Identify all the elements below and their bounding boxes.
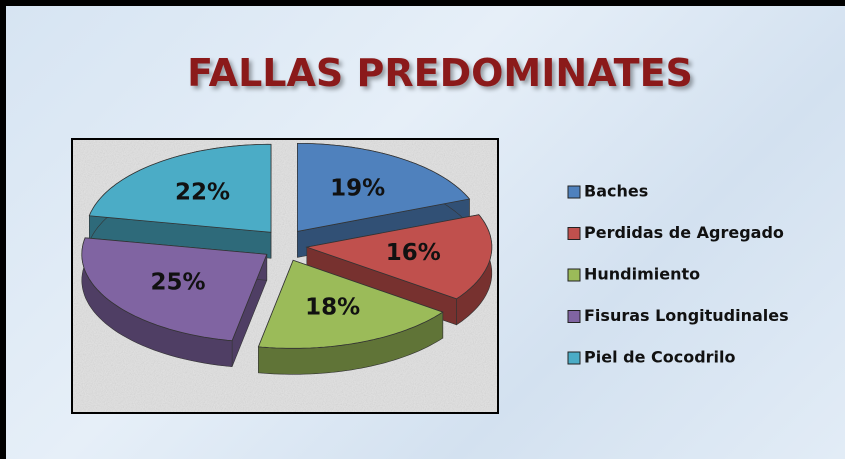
legend-swatch (567, 310, 581, 323)
value-label: 22% (175, 179, 230, 205)
value-label: 19% (330, 176, 385, 202)
legend-swatch (567, 185, 581, 199)
slice-side (258, 312, 443, 375)
legend-swatch (567, 268, 581, 282)
slice-side (232, 254, 267, 367)
value-label: 18% (305, 294, 360, 320)
legend-swatch (567, 351, 581, 365)
slice-side (81, 237, 233, 367)
chart-title: FALLAS PREDOMINATES (187, 51, 693, 95)
pie-slice (81, 237, 268, 342)
legend-label: Baches (584, 182, 648, 201)
slice-side (89, 215, 271, 259)
pie-slice (257, 259, 444, 349)
legend-label: Piel de Cocodrilo (584, 348, 736, 367)
legend-label: Hundimiento (584, 265, 700, 284)
legend-label: Perdidas de Agregado (584, 223, 784, 242)
legend-label: Fisuras Longitudinales (584, 306, 789, 325)
pie-slice (297, 143, 471, 232)
frame-left (0, 0, 6, 459)
pie-slice (88, 143, 272, 233)
value-label: 25% (151, 269, 206, 295)
frame-top (0, 0, 845, 6)
value-label: 16% (386, 240, 441, 266)
legend-swatch (567, 227, 581, 240)
pie-slice (305, 214, 493, 300)
